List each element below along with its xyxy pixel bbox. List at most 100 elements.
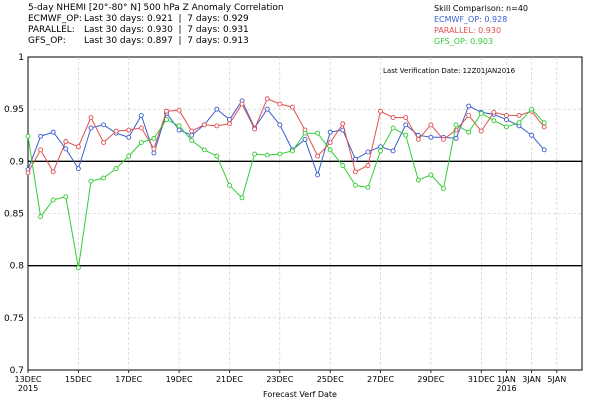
data-point-parallel — [63, 139, 69, 144]
data-point-gfs-op — [113, 166, 119, 172]
skill-ecmwf: ECMWF_OP: 0.928 — [434, 15, 508, 24]
data-point-ecmwf-op — [541, 147, 547, 153]
data-point-ecmwf-op — [466, 103, 472, 109]
data-point-ecmwf-op — [390, 148, 396, 154]
stat-text-parallel: Last 30 days: 0.930 | 7 days: 0.931 — [84, 25, 249, 35]
data-point-gfs-op — [441, 186, 446, 191]
x-tick-year-label: 2016 — [496, 384, 516, 393]
x-tick-label: 19DEC — [166, 375, 193, 384]
stat-name-ecmwf: ECMWF_OP: — [28, 14, 82, 24]
x-axis-label: Forecast Verf Date — [263, 390, 337, 399]
data-point-gfs-op — [516, 120, 522, 126]
data-point-gfs-op — [529, 106, 535, 112]
data-point-parallel — [327, 140, 333, 146]
data-point-ecmwf-op — [126, 134, 132, 140]
x-tick-label: 29DEC — [417, 375, 444, 384]
data-point-gfs-op — [63, 194, 69, 200]
data-point-gfs-op — [390, 125, 396, 131]
data-point-gfs-op — [75, 265, 81, 271]
x-tick-label: 5JAN — [547, 375, 566, 384]
data-point-parallel — [289, 104, 295, 110]
data-point-gfs-op — [138, 140, 144, 146]
stat-text-gfs: Last 30 days: 0.897 | 7 days: 0.913 — [84, 36, 249, 46]
data-point-parallel — [239, 101, 245, 107]
data-point-parallel — [504, 112, 509, 118]
x-tick-label: 21DEC — [216, 375, 243, 384]
data-point-ecmwf-op — [151, 150, 157, 156]
data-point-ecmwf-op — [302, 136, 308, 142]
x-tick-label: 27DEC — [367, 375, 394, 384]
data-point-parallel — [516, 112, 522, 118]
data-point-parallel — [390, 115, 396, 120]
data-point-ecmwf-op — [50, 129, 56, 135]
data-point-gfs-op — [277, 151, 283, 157]
data-point-ecmwf-op — [38, 133, 44, 139]
data-point-parallel — [264, 96, 270, 102]
data-point-gfs-op — [541, 120, 547, 126]
data-point-gfs-op — [176, 123, 182, 129]
data-point-gfs-op — [340, 163, 346, 168]
data-point-parallel — [277, 101, 283, 107]
data-point-gfs-op — [403, 132, 409, 138]
data-point-parallel — [88, 115, 94, 120]
data-point-gfs-op — [453, 122, 459, 128]
x-tick-label: 25DEC — [317, 375, 344, 384]
series-line-ecmwf-op — [27, 99, 545, 177]
data-point-ecmwf-op — [315, 172, 321, 178]
data-point-parallel — [138, 125, 144, 131]
data-point-gfs-op — [239, 195, 245, 201]
data-point-parallel — [101, 140, 106, 146]
data-point-gfs-op — [504, 124, 509, 130]
x-tick-label: 1JAN — [497, 375, 516, 384]
data-point-ecmwf-op — [327, 129, 333, 135]
data-point-parallel — [378, 108, 383, 114]
data-point-gfs-op — [352, 182, 358, 188]
skill-gfs: GFS_OP: 0.903 — [434, 37, 493, 46]
data-point-gfs-op — [214, 153, 220, 159]
data-point-ecmwf-op — [189, 132, 195, 138]
data-point-gfs-op — [126, 153, 132, 159]
data-point-ecmwf-op — [277, 122, 283, 128]
data-point-ecmwf-op — [504, 117, 509, 123]
data-point-parallel — [491, 109, 497, 115]
data-point-gfs-op — [289, 148, 295, 154]
data-point-gfs-op — [25, 133, 31, 139]
data-point-gfs-op — [327, 147, 333, 153]
data-point-gfs-op — [101, 175, 106, 181]
data-point-gfs-op — [478, 110, 484, 116]
skill-parallel: PARALLEL: 0.930 — [434, 26, 502, 35]
data-point-parallel — [340, 121, 346, 127]
y-tick-label: 0.7 — [10, 366, 24, 376]
data-point-ecmwf-op — [63, 146, 69, 152]
data-point-parallel — [352, 169, 358, 175]
data-point-parallel — [75, 144, 81, 150]
data-point-gfs-op — [252, 151, 258, 157]
data-point-ecmwf-op — [176, 127, 182, 133]
y-tick-label: 0.85 — [4, 210, 24, 220]
data-point-gfs-op — [264, 152, 270, 158]
data-point-gfs-op — [201, 147, 207, 153]
data-point-parallel — [403, 115, 409, 120]
data-point-parallel — [214, 123, 220, 129]
data-point-ecmwf-op — [88, 125, 94, 131]
stat-text-ecmwf: Last 30 days: 0.921 | 7 days: 0.929 — [84, 14, 249, 24]
series-line-parallel — [27, 98, 545, 174]
data-point-gfs-op — [164, 117, 169, 123]
data-point-ecmwf-op — [138, 112, 144, 118]
data-point-parallel — [164, 108, 169, 114]
stat-name-parallel: PARALLEL: — [28, 25, 75, 35]
data-point-parallel — [113, 128, 119, 134]
data-point-ecmwf-op — [529, 132, 535, 138]
data-point-gfs-op — [365, 184, 371, 190]
data-point-ecmwf-op — [264, 106, 270, 112]
x-tick-label: 15DEC — [65, 375, 92, 384]
data-point-ecmwf-op — [75, 166, 81, 172]
data-point-parallel — [176, 107, 182, 113]
y-tick-label: 1 — [18, 53, 24, 63]
x-tick-label: 31DEC — [468, 375, 495, 384]
chart-title: 5-day NHEMI [20°-80° N] 500 hPa Z Anomal… — [28, 3, 284, 13]
data-point-gfs-op — [50, 197, 56, 203]
data-point-parallel — [428, 122, 434, 128]
data-point-parallel — [38, 147, 44, 153]
